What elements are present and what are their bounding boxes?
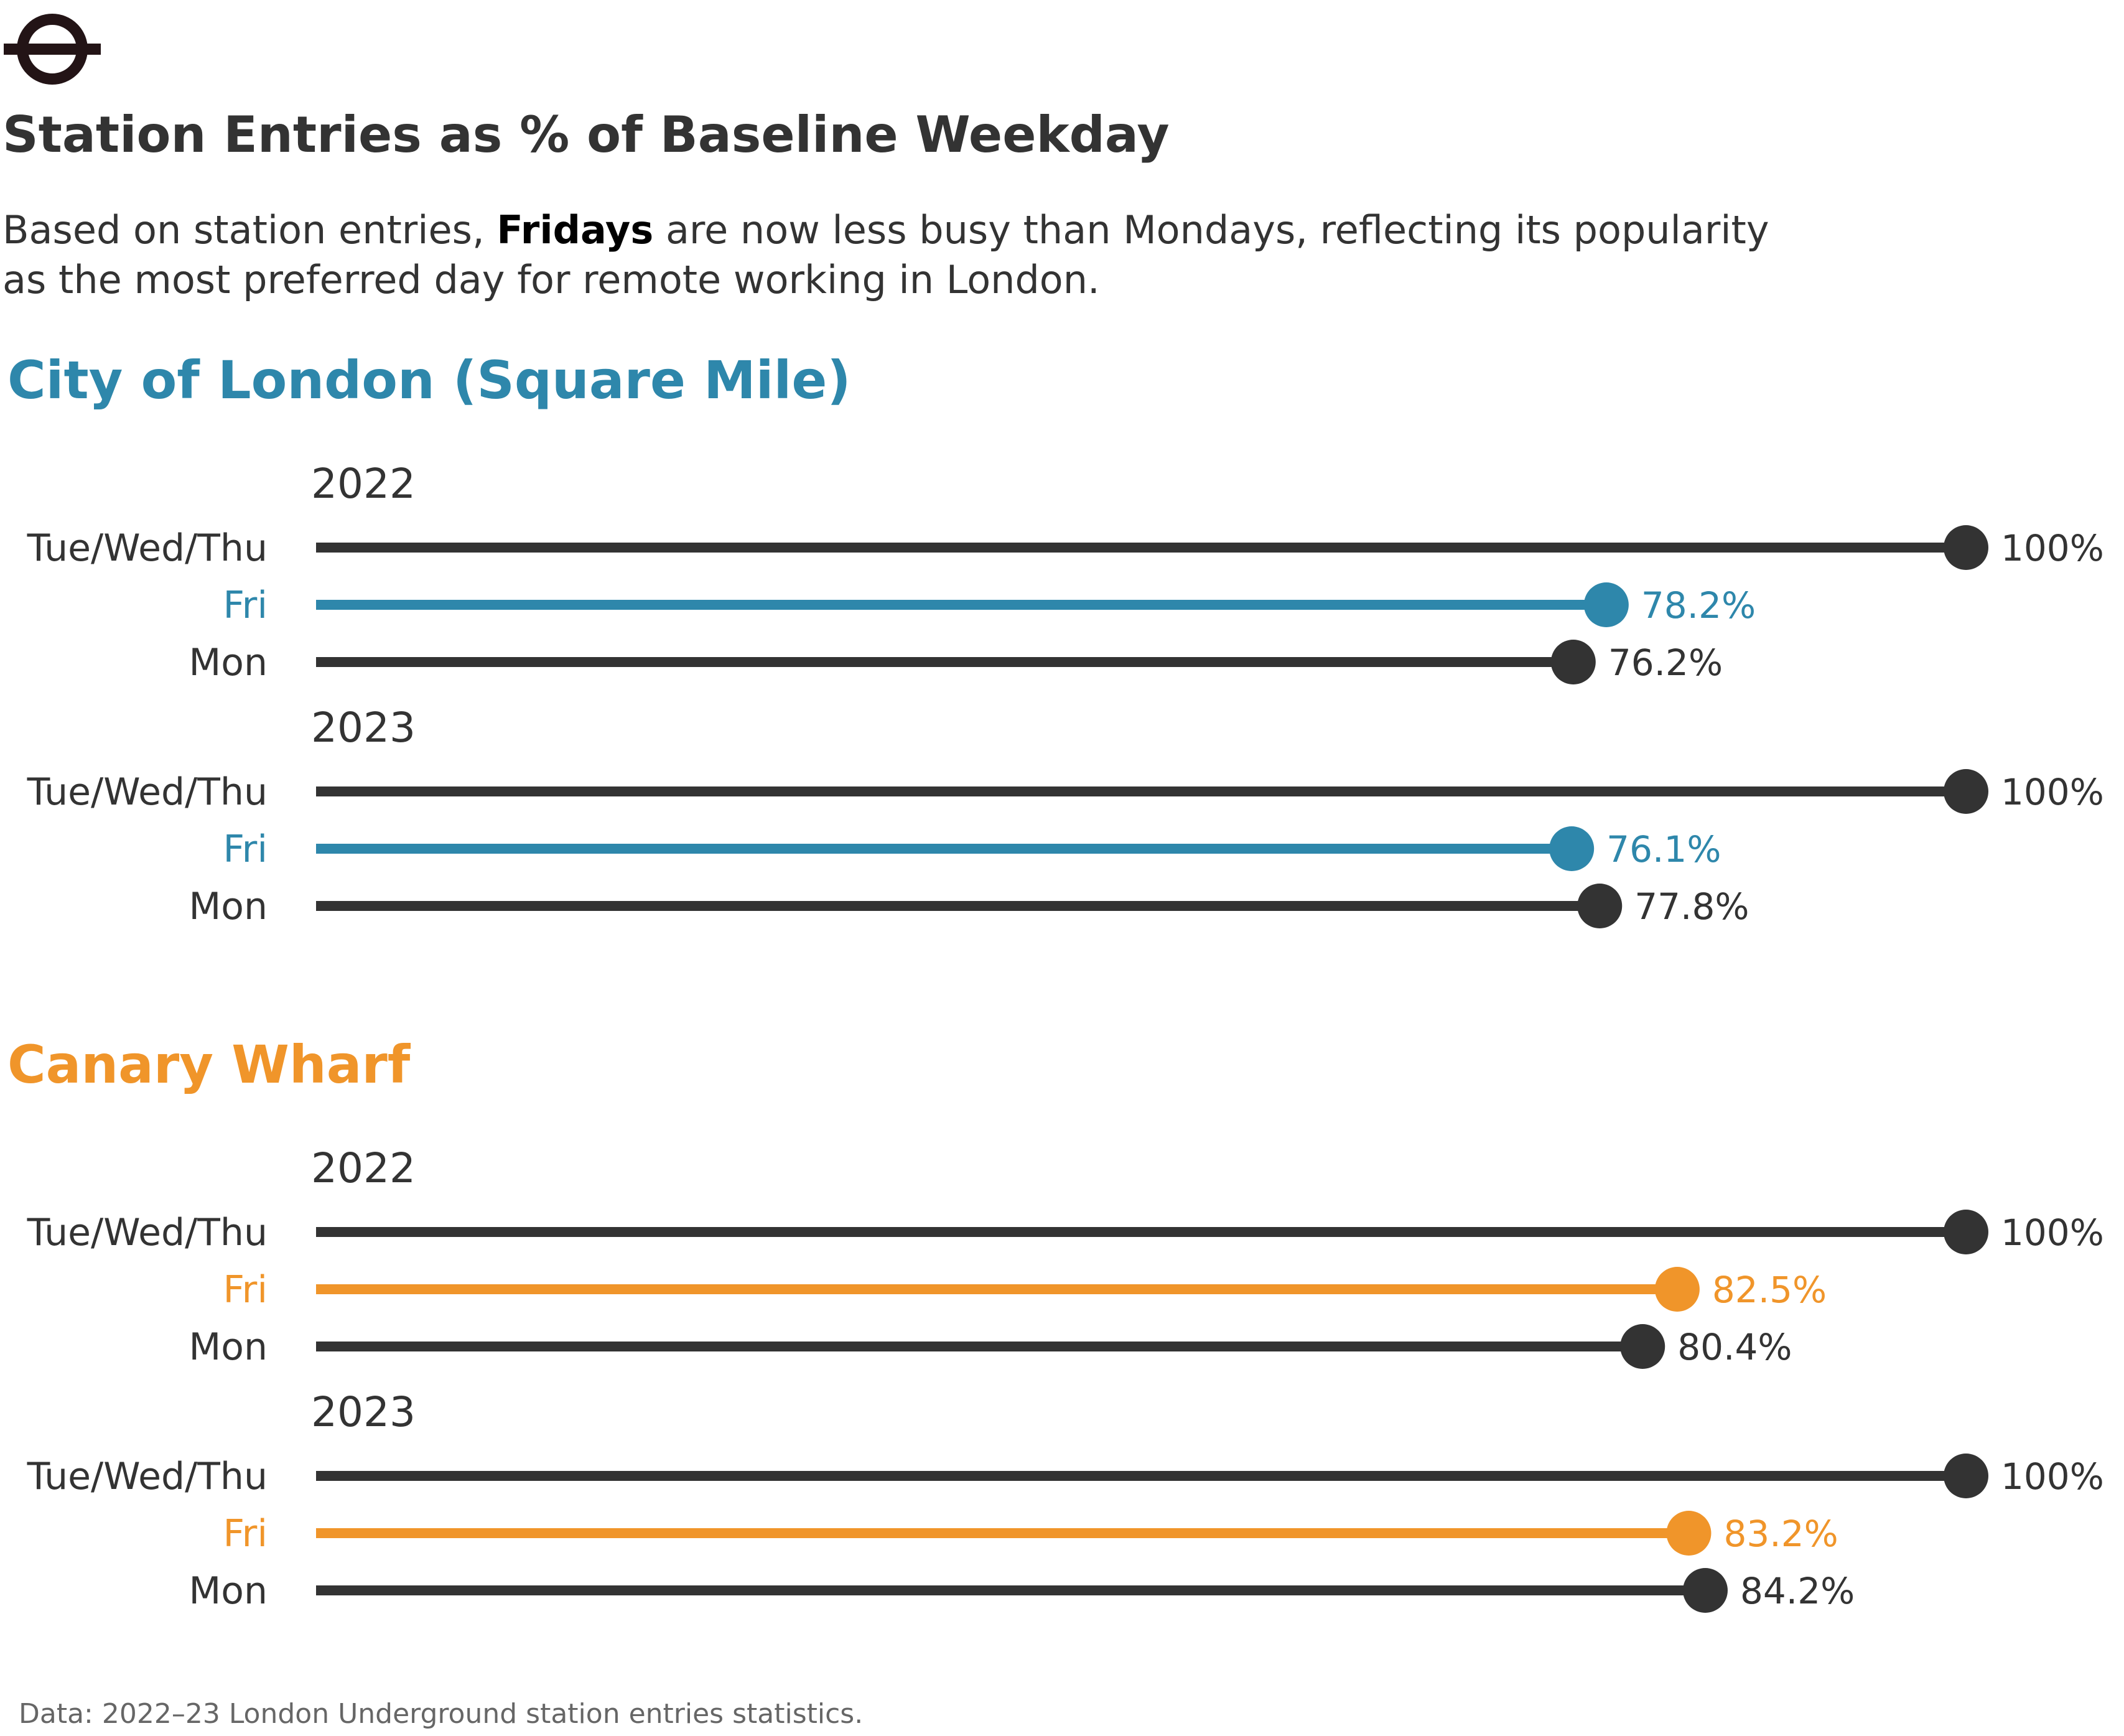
- row-label: Tue/Wed/Thu: [27, 1455, 268, 1498]
- row-label: Fri: [223, 1268, 268, 1312]
- row-label: Tue/Wed/Thu: [27, 770, 268, 814]
- source-note: Data: 2022–23 London Underground station…: [19, 1698, 864, 1730]
- value-label: 83.2%: [1723, 1513, 1838, 1555]
- lollipop-dot: [1944, 525, 1988, 570]
- lollipop-dot: [1944, 1210, 1988, 1254]
- row-label: Fri: [223, 828, 268, 871]
- value-label: 82.5%: [1712, 1269, 1827, 1311]
- lollipop-dot: [1944, 1454, 1988, 1498]
- value-label: 100%: [2001, 771, 2104, 813]
- subtitle: Based on station entries, Fridays are no…: [2, 205, 1807, 305]
- value-label: 100%: [2001, 1455, 2104, 1498]
- value-label: 80.4%: [1677, 1326, 1792, 1368]
- value-label: 84.2%: [1740, 1570, 1855, 1612]
- row-label: Mon: [189, 885, 268, 928]
- lollipop-dot: [1666, 1511, 1712, 1556]
- value-label: 77.8%: [1634, 885, 1749, 928]
- year-label: 2023: [311, 1388, 416, 1436]
- year-label: 2022: [311, 460, 416, 508]
- lollipop-dot: [1550, 640, 1596, 684]
- value-label: 76.1%: [1606, 828, 1721, 870]
- year-label: 2023: [311, 704, 416, 752]
- panel-title: City of London (Square Mile): [7, 350, 851, 411]
- lollipop-dot: [1944, 769, 1988, 814]
- panel-title: Canary Wharf: [7, 1034, 411, 1095]
- row-label: Mon: [189, 1325, 268, 1369]
- lollipop-dot: [1620, 1324, 1665, 1369]
- page-title: Station Entries as % of Baseline Weekday: [2, 106, 1170, 164]
- lollipop-dot: [1577, 884, 1623, 928]
- subtitle-text: Based on station entries,: [2, 207, 497, 253]
- row-label: Fri: [223, 584, 268, 627]
- row-label: Mon: [189, 1569, 268, 1613]
- lollipop-dot: [1682, 1568, 1728, 1613]
- row-label: Mon: [189, 641, 268, 684]
- value-label: 78.2%: [1641, 584, 1756, 627]
- year-label: 2022: [311, 1144, 416, 1192]
- value-label: 100%: [2001, 527, 2104, 569]
- row-label: Fri: [223, 1512, 268, 1556]
- row-label: Tue/Wed/Thu: [27, 1211, 268, 1254]
- row-label: Tue/Wed/Thu: [27, 526, 268, 570]
- lollipop-dot: [1549, 826, 1595, 871]
- subtitle-text-continued: are now less busy than Mondays, reflecti…: [2, 207, 1769, 302]
- value-label: 100%: [2001, 1211, 2104, 1254]
- subtitle-emphasis: Fridays: [496, 207, 654, 253]
- lollipop-dot: [1583, 582, 1629, 627]
- london-underground-roundel-icon: [4, 14, 101, 85]
- lollipop-dot: [1654, 1267, 1700, 1312]
- value-label: 76.2%: [1608, 642, 1723, 684]
